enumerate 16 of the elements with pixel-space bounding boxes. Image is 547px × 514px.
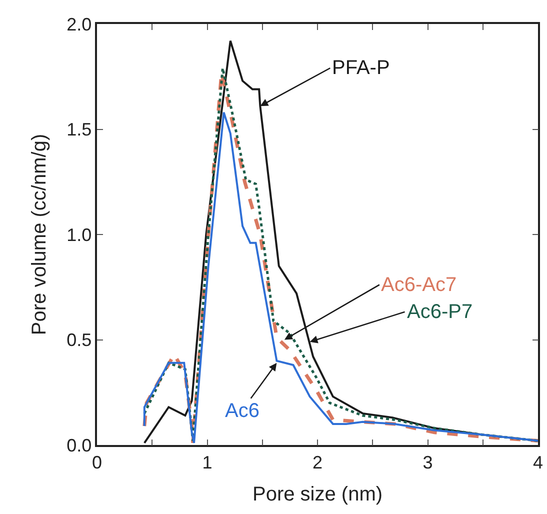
x-tick-label: 2 [312, 452, 323, 472]
x-tick-label: 4 [532, 452, 544, 472]
y-tick-label: 0.0 [66, 435, 92, 456]
annotation: Ac6-Ac7 [381, 274, 457, 296]
annotation: Ac6-P7 [407, 301, 473, 323]
y-tick-label: 2.0 [66, 14, 92, 34]
y-tick-label: 0.5 [66, 330, 92, 350]
y-axis-title: Pore volume (cc/nm/g) [28, 134, 51, 336]
x-tick-label: 0 [92, 452, 102, 472]
x-axis-title: Pore size (nm) [252, 483, 383, 506]
y-tick-label: 1.5 [66, 120, 92, 140]
y-tick-label: 1.0 [66, 224, 92, 245]
x-tick-label: 3 [422, 452, 433, 472]
annotation: PFA-P [332, 57, 390, 79]
x-tick-label: 1 [202, 452, 212, 472]
annotation: Ac6 [225, 400, 260, 422]
